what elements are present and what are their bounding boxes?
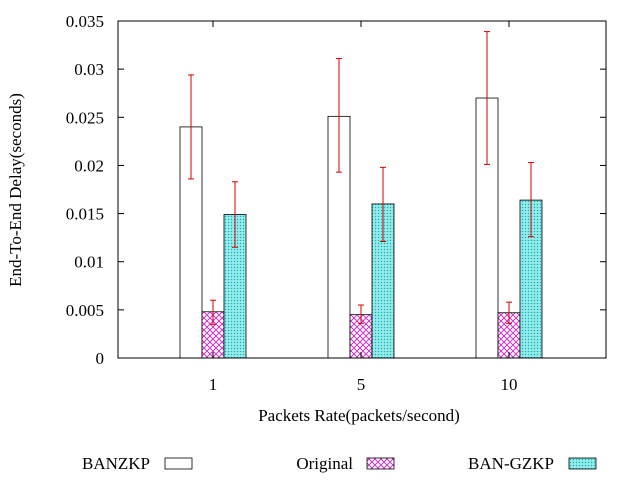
legend-swatch-original xyxy=(366,457,395,470)
y-tick-label: 0.025 xyxy=(66,108,104,127)
y-tick-label: 0.01 xyxy=(74,253,104,272)
x-axis: 1 5 10 xyxy=(209,21,518,394)
y-tick-label: 0.035 xyxy=(66,12,104,31)
plot-frame xyxy=(117,20,607,359)
legend-label-banzkp: BANZKP xyxy=(82,454,150,473)
x-tick-label: 1 xyxy=(209,375,218,394)
x-axis-label: Packets Rate(packets/second) xyxy=(258,406,460,425)
legend-swatch-banzkp xyxy=(164,457,193,470)
legend-swatch-ban-gzkp xyxy=(568,457,597,470)
error-bars-layer xyxy=(188,31,534,325)
legend-label-ban-gzkp: BAN-GZKP xyxy=(468,454,554,473)
y-axis-label: End-To-End Delay(seconds) xyxy=(6,93,25,287)
y-tick-label: 0.005 xyxy=(66,301,104,320)
y-axis: 0 0.005 0.01 0.015 0.02 0.025 0.03 0.035 xyxy=(66,12,606,368)
y-tick-label: 0 xyxy=(96,349,105,368)
y-tick-label: 0.03 xyxy=(74,60,104,79)
bars-layer xyxy=(179,97,543,359)
legend: BANZKP Original BAN-GZKP xyxy=(82,454,597,473)
legend-label-original: Original xyxy=(296,454,353,473)
y-tick-label: 0.02 xyxy=(74,156,104,175)
y-tick-label: 0.015 xyxy=(66,205,104,224)
x-tick-label: 10 xyxy=(501,375,518,394)
x-tick-label: 5 xyxy=(357,375,366,394)
